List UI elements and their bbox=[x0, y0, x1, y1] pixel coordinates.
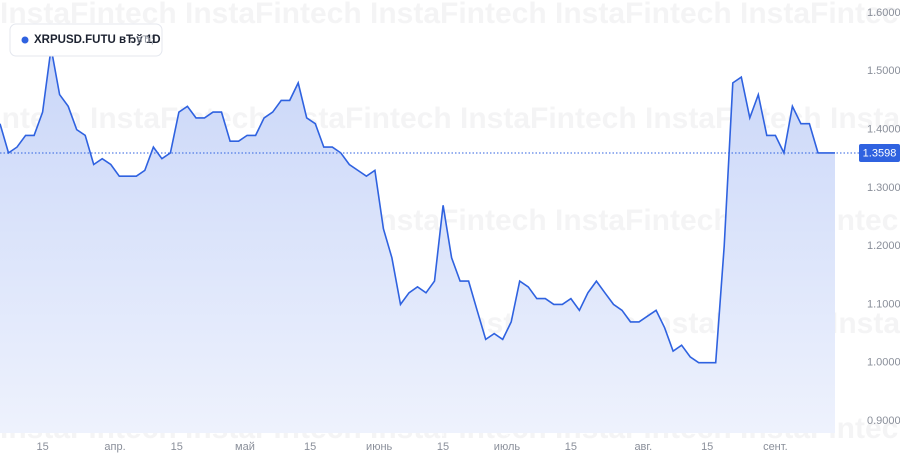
y-tick-label: 1.3000 bbox=[867, 182, 900, 194]
x-tick-label: июль bbox=[494, 441, 521, 453]
area bbox=[0, 48, 835, 433]
y-tick-label: 1.2000 bbox=[867, 240, 900, 252]
x-tick-label: 15 bbox=[171, 441, 183, 453]
x-tick-label: 15 bbox=[701, 441, 713, 453]
y-tick-label: 1.0000 bbox=[867, 357, 900, 369]
y-tick-label: 1.4000 bbox=[867, 123, 900, 135]
watermark: InstaFintech bbox=[185, 0, 362, 30]
y-tick-label: 0.9000 bbox=[867, 415, 900, 427]
x-tick-label: сент. bbox=[763, 441, 788, 453]
x-tick-label: 15 bbox=[304, 441, 316, 453]
x-tick-label: апр. bbox=[104, 441, 125, 453]
last-price-box bbox=[859, 144, 900, 163]
x-tick-label: июнь bbox=[366, 441, 392, 453]
legend-dot bbox=[21, 36, 29, 44]
x-tick-label: май bbox=[235, 441, 255, 453]
watermark: InstaFintech bbox=[370, 0, 547, 30]
y-tick-label: 1.1000 bbox=[867, 298, 900, 310]
x-tick-label: 15 bbox=[36, 441, 48, 453]
last-price-label: 1.3598 bbox=[863, 147, 897, 159]
x-tick-label: авг. bbox=[634, 441, 652, 453]
x-tick-label: 15 bbox=[437, 441, 449, 453]
watermark: InstaFintech bbox=[555, 204, 732, 237]
legend-suffix: вЂ¦ bbox=[137, 35, 154, 46]
y-tick-label: 1.6000 bbox=[867, 7, 900, 19]
watermark: InstaFintech bbox=[370, 204, 547, 237]
y-tick-label: 1.5000 bbox=[867, 65, 900, 77]
legend: XRPUSD.FUTU вЂў 1D вЂ¦ bbox=[9, 23, 163, 57]
watermark: InstaFintech bbox=[830, 307, 900, 340]
legend-box bbox=[9, 23, 163, 57]
price-line bbox=[0, 47, 835, 364]
x-tick-label: 15 bbox=[565, 441, 577, 453]
watermark: InstaFintech bbox=[555, 0, 732, 30]
watermark: InstaFintech bbox=[460, 102, 637, 135]
watermark: InstaFintech bbox=[740, 0, 900, 30]
legend-label: XRPUSD.FUTU вЂў 1D bbox=[34, 34, 161, 46]
